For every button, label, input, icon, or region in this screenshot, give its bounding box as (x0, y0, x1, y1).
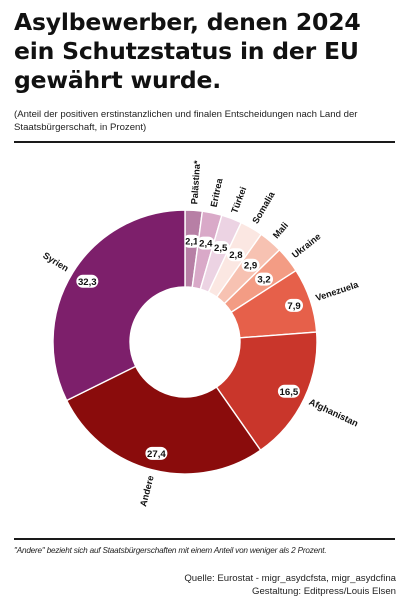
value-label-ukraine: 3,2 (257, 275, 270, 286)
value-label-syrien: 32,3 (78, 277, 97, 288)
value-pill-afghanistan (277, 384, 300, 398)
value-pill-syrien (76, 274, 99, 288)
value-label-afghanistan: 16,5 (280, 387, 299, 398)
bottom-divider (14, 538, 395, 540)
value-label-tuerkei: 2,5 (214, 243, 228, 254)
category-label-afghanistan: Afghanistan (307, 397, 360, 429)
chart-title: Asylbewerber, denen 2024 ein Schutzstatu… (14, 8, 361, 94)
chart-subtitle: (Anteil der positiven erstinstanzlichen … (14, 109, 358, 133)
category-label-somalia: Somalia (250, 189, 277, 225)
slice-andere (65, 365, 262, 475)
category-label-palaestina: Palästina* (189, 160, 202, 205)
category-label-andere: Andere (138, 474, 156, 507)
value-pill-tuerkei (211, 241, 230, 255)
credits: Quelle: Eurostat - migr_asydcfsta, migr_… (184, 573, 396, 598)
footnote: "Andere" bezieht sich auf Staatsbürgersc… (14, 546, 327, 555)
value-label-venezuela: 7,9 (287, 301, 300, 312)
slice-syrien (52, 209, 186, 402)
category-label-tuerkei: Türkei (229, 185, 248, 214)
slice-afghanistan (215, 331, 318, 452)
value-pill-andere (145, 446, 168, 460)
value-label-eritrea: 2,4 (199, 239, 213, 250)
value-label-mali: 2,9 (244, 261, 257, 272)
design-credit: Gestaltung: Editpress/Louis Elsen (252, 585, 396, 597)
value-pill-eritrea (196, 236, 215, 250)
donut-chart: 2,1 Palästina* 2,4 Eritrea 2,5 Türkei 2,8 Somal… (41, 160, 360, 508)
value-pill-venezuela (285, 298, 304, 312)
category-label-venezuela: Venezuela (314, 279, 360, 303)
category-label-eritrea: Eritrea (209, 177, 225, 208)
value-label-andere: 27,4 (147, 449, 166, 460)
value-label-palaestina: 2,1 (185, 237, 199, 248)
top-divider (14, 141, 395, 143)
category-label-ukraine: Ukraine (290, 231, 323, 260)
source-text: Quelle: Eurostat - migr_asydcfsta, migr_… (184, 573, 396, 584)
value-label-somalia: 2,8 (229, 250, 243, 261)
value-pill-somalia (226, 248, 245, 262)
category-label-mali: Mali (271, 220, 290, 240)
category-label-syrien: Syrien (41, 250, 70, 274)
value-pill-mali (241, 258, 260, 272)
value-pill-palaestina (182, 234, 201, 248)
value-pill-ukraine (255, 272, 274, 286)
